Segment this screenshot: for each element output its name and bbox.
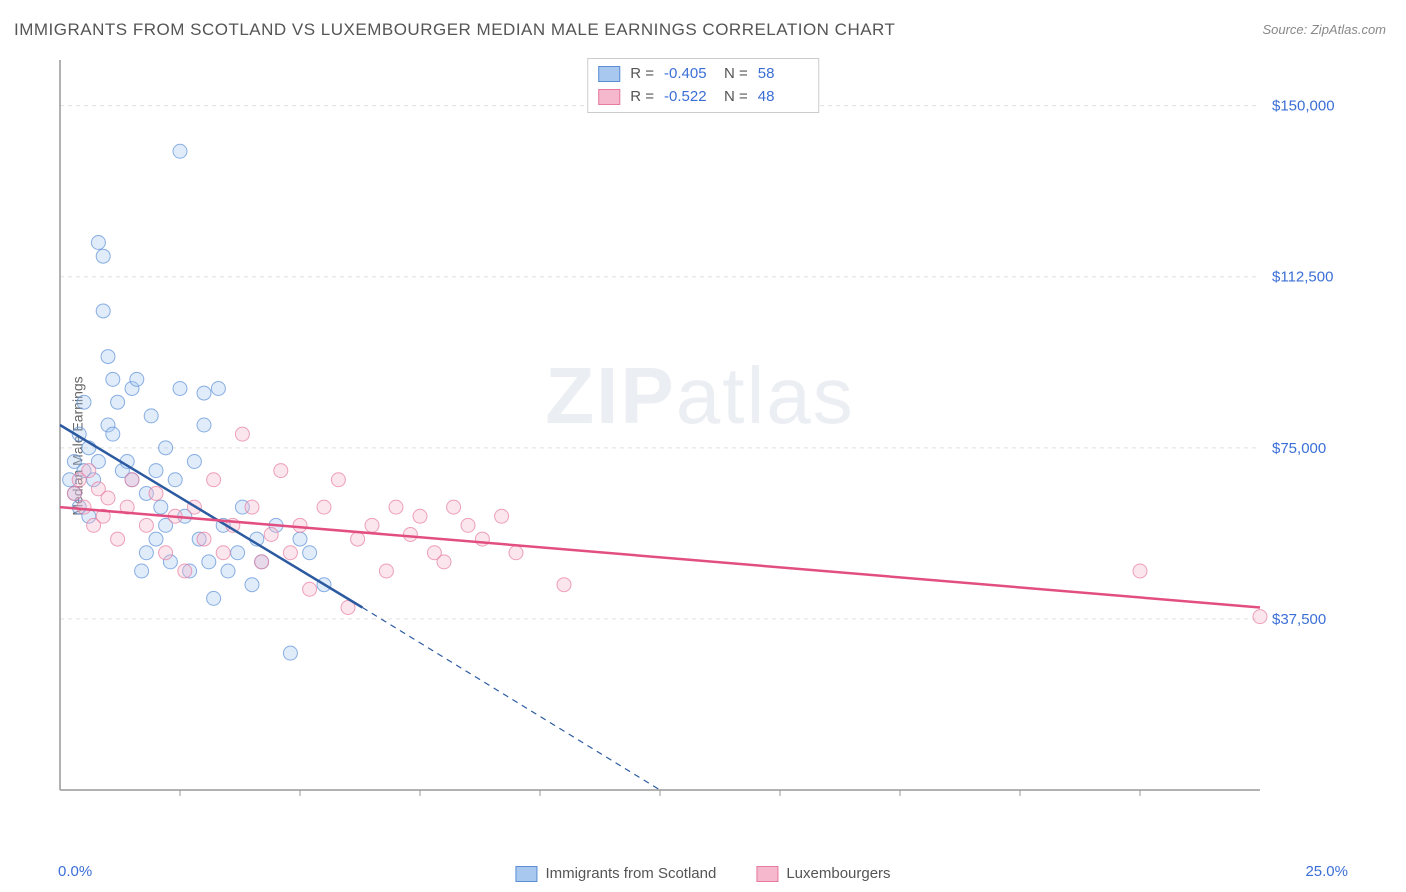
r-value-b: -0.522	[664, 86, 714, 109]
n-value-a: 58	[758, 63, 808, 86]
correlation-legend-box: R = -0.405 N = 58 R = -0.522 N = 48	[587, 58, 819, 113]
x-axis-max-label: 25.0%	[1305, 863, 1348, 880]
legend-item-a: Immigrants from Scotland	[515, 865, 716, 882]
svg-text:$75,000: $75,000	[1272, 440, 1326, 457]
swatch-series-a	[598, 66, 620, 82]
legend-label-b: Luxembourgers	[786, 865, 890, 882]
r-label: R =	[630, 86, 654, 109]
legend-item-b: Luxembourgers	[756, 865, 890, 882]
n-label: N =	[724, 86, 748, 109]
n-value-b: 48	[758, 86, 808, 109]
swatch-series-b	[598, 89, 620, 105]
n-label: N =	[724, 63, 748, 86]
scatter-chart-svg: $37,500 $75,000 $112,500 $150,000	[50, 55, 1350, 830]
correlation-row-b: R = -0.522 N = 48	[598, 86, 808, 109]
x-axis-min-label: 0.0%	[58, 863, 92, 880]
correlation-row-a: R = -0.405 N = 58	[598, 63, 808, 86]
legend-label-a: Immigrants from Scotland	[545, 865, 716, 882]
legend-swatch-a	[515, 866, 537, 882]
page-title: IMMIGRANTS FROM SCOTLAND VS LUXEMBOURGER…	[14, 20, 895, 40]
r-value-a: -0.405	[664, 63, 714, 86]
svg-text:$112,500: $112,500	[1272, 269, 1333, 286]
source-attribution: Source: ZipAtlas.com	[1262, 22, 1386, 37]
legend-swatch-b	[756, 866, 778, 882]
svg-text:$150,000: $150,000	[1272, 98, 1335, 115]
r-label: R =	[630, 63, 654, 86]
bottom-legend: Immigrants from Scotland Luxembourgers	[515, 865, 890, 882]
chart-plot-area: $37,500$75,000$112,500$150,000 ZIPatlas	[50, 55, 1350, 830]
svg-text:$37,500: $37,500	[1272, 611, 1326, 628]
